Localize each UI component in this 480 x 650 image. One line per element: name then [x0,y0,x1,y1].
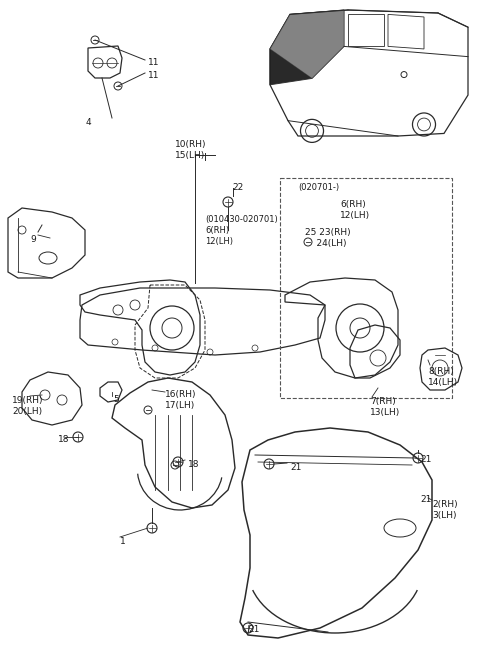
Text: 5: 5 [113,395,119,404]
Polygon shape [270,10,344,84]
Text: 21: 21 [248,625,259,634]
Text: 19(RH)
20(LH): 19(RH) 20(LH) [12,396,44,416]
Text: 21: 21 [290,463,301,472]
Text: 8(RH)
14(LH): 8(RH) 14(LH) [428,367,458,387]
Text: 6(RH)
12(LH): 6(RH) 12(LH) [340,200,370,220]
Text: 18: 18 [188,460,200,469]
Text: 18: 18 [58,435,70,444]
Text: (010430-020701)
6(RH)
12(LH): (010430-020701) 6(RH) 12(LH) [205,215,278,246]
Text: 21: 21 [420,495,432,504]
Text: 16(RH)
17(LH): 16(RH) 17(LH) [165,390,196,410]
Text: 21: 21 [420,455,432,464]
Text: 11: 11 [148,58,159,67]
Text: 2(RH)
3(LH): 2(RH) 3(LH) [432,500,457,520]
Text: 22: 22 [232,183,243,192]
Text: 11: 11 [148,71,159,80]
Text: 7(RH)
13(LH): 7(RH) 13(LH) [370,397,400,417]
Text: 1: 1 [120,537,126,546]
Text: 9: 9 [30,235,36,244]
Text: (020701-): (020701-) [298,183,339,192]
Text: 4: 4 [86,118,92,127]
Text: 25 23(RH)
    24(LH): 25 23(RH) 24(LH) [305,228,350,248]
Text: 10(RH)
15(LH): 10(RH) 15(LH) [175,140,206,160]
Polygon shape [270,10,344,79]
